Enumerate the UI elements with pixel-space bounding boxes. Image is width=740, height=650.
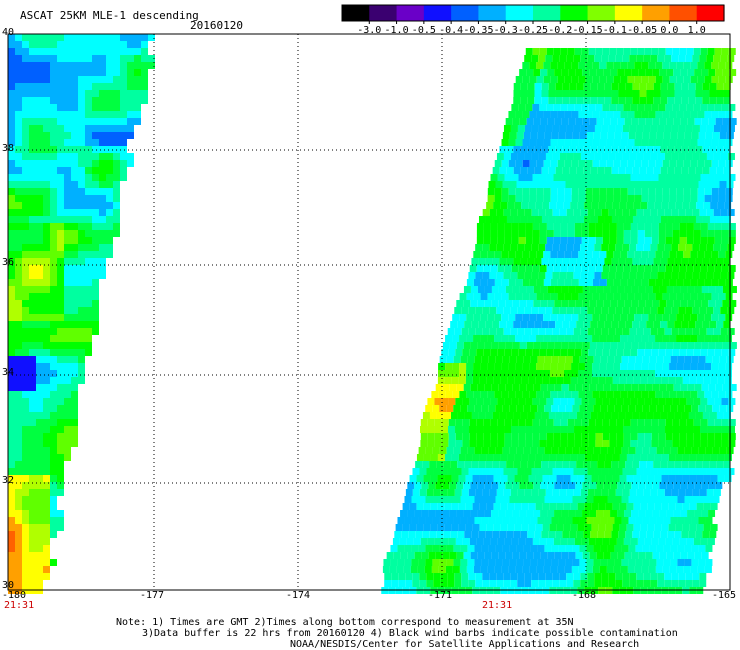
product-date: 20160120: [190, 19, 243, 32]
colorbar-tick-label: -1.0: [385, 25, 409, 36]
lat-label-38: 38: [2, 143, 15, 154]
footer-credit-line: NOAA/NESDIS/Center for Satellite Applica…: [290, 639, 640, 650]
lat-label-40: 40: [2, 27, 15, 38]
colorbar-segment: [587, 5, 616, 21]
colorbar-tick-label: 1.0: [688, 25, 706, 36]
colorbar-tick-label: -0.2: [548, 25, 572, 36]
colorbar-segment: [396, 5, 425, 21]
colorbar-segment: [505, 5, 534, 21]
colorbar-tick-label: 0.0: [660, 25, 678, 36]
colorbar-segment: [451, 5, 480, 21]
swath-cells: [8, 34, 737, 594]
lon-label-180: -180: [2, 590, 27, 601]
colorbar-tick-label: -0.35: [463, 25, 493, 36]
lon-label-174: -174: [286, 590, 311, 601]
colorbar-tick-label: -3.0: [357, 25, 381, 36]
colorbar-tick-label: -0.05: [627, 25, 657, 36]
footer-note-line2: 3)Data buffer is 22 hrs from 20160120 4)…: [142, 628, 678, 639]
map-frame: [7, 33, 731, 591]
colorbar-segment: [614, 5, 643, 21]
lon-label-168: -168: [572, 590, 597, 601]
colorbar-segment: [696, 5, 725, 21]
colorbar-segment: [423, 5, 452, 21]
lon-label-177: -177: [140, 590, 165, 601]
colorbar-tick-label: -0.15: [573, 25, 603, 36]
pass-time-label-right: 21:31: [482, 600, 513, 611]
colorbar-segment: [560, 5, 589, 21]
colorbar: -3.0 -1.0 -0.5 -0.4 -0.35 -0.3 -0.25 -0.2 -0.15-…: [341, 4, 725, 36]
lat-label-34: 34: [2, 367, 15, 378]
colorbar-segment: [669, 5, 698, 21]
product-title: ASCAT 25KM MLE-1 descending: [20, 9, 199, 22]
pass-time-label-left: 21:31: [4, 600, 35, 611]
lat-label-32: 32: [2, 475, 15, 486]
colorbar-tick-label: -0.25: [518, 25, 548, 36]
colorbar-tick-label: -0.5: [412, 25, 436, 36]
lat-label-36: 36: [2, 257, 15, 268]
swath-map: [7, 33, 737, 594]
colorbar-segment: [642, 5, 671, 21]
colorbar-segment: [478, 5, 507, 21]
lat-label-30: 30: [2, 580, 15, 591]
colorbar-tick-label: -0.3: [494, 25, 518, 36]
map-gridlines: [8, 34, 730, 590]
lon-label-165: -165: [712, 590, 737, 601]
colorbar-segment: [369, 5, 398, 21]
colorbar-tick-label: -0.4: [439, 25, 463, 36]
lon-label-171: -171: [428, 590, 453, 601]
footer-note-line1: Note: 1) Times are GMT 2)Times along bot…: [116, 617, 574, 628]
colorbar-segment: [533, 5, 561, 21]
colorbar-segment: [342, 5, 370, 21]
colorbar-tick-label: -0.1: [603, 25, 627, 36]
